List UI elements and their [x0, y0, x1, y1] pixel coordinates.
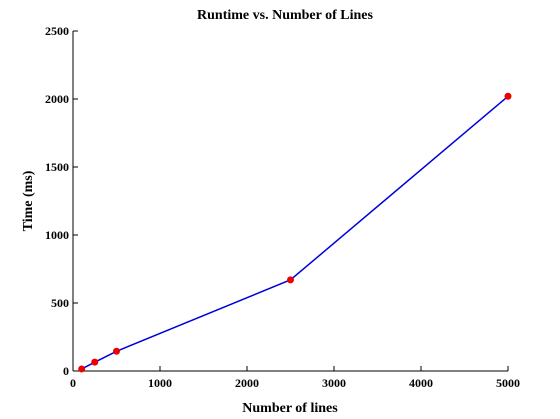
y-tick-label: 1000 [45, 228, 69, 242]
data-point [113, 347, 120, 355]
chart-title: Runtime vs. Number of Lines [197, 8, 373, 23]
x-tick-label: 2000 [235, 376, 259, 390]
series-line [81, 95, 509, 370]
data-point [78, 365, 86, 373]
y-tick-label: 2000 [45, 92, 69, 106]
data-point [287, 276, 294, 284]
x-axis-label: Number of lines [242, 401, 338, 416]
y-tick-label: 0 [63, 364, 69, 378]
x-tick-label: 4000 [409, 376, 433, 390]
y-tick-label: 2500 [45, 24, 69, 38]
x-tick-label: 5000 [496, 376, 520, 390]
x-tick-label: 0 [70, 376, 76, 390]
data-point [91, 358, 99, 366]
y-tick-label: 500 [51, 296, 69, 310]
axes [72, 31, 508, 372]
plot-area [78, 92, 512, 373]
x-ticks: 0 1000 2000 3000 4000 5000 [70, 366, 520, 390]
data-point [504, 92, 512, 100]
y-tick-label: 1500 [45, 160, 69, 174]
y-ticks: 0 500 1000 1500 2000 2500 [45, 24, 78, 378]
x-tick-label: 3000 [322, 376, 346, 390]
x-tick-label: 1000 [148, 376, 172, 390]
y-axis-label: Time (ms) [21, 170, 36, 231]
